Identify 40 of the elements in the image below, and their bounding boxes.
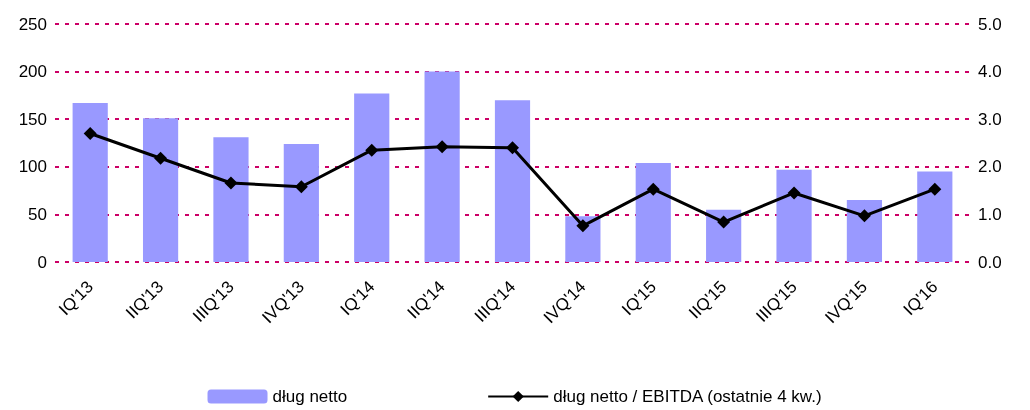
bar [424, 71, 460, 262]
y-tick-label: 50 [28, 204, 47, 224]
bar [354, 93, 390, 262]
point [928, 182, 942, 196]
y2-tick-label: 0.0 [978, 252, 1002, 272]
point [646, 182, 660, 196]
y2-tick-label: 3.0 [978, 109, 1002, 129]
y-tick-label: 150 [18, 109, 47, 129]
bar [776, 169, 812, 262]
legend-label: dług netto [272, 387, 348, 406]
y2-tick-label: 1.0 [978, 204, 1002, 224]
bar [846, 200, 883, 262]
bar [565, 216, 601, 262]
y-tick-label: 250 [18, 14, 47, 34]
y2-tick-label: 5.0 [978, 14, 1002, 34]
bar [72, 103, 108, 262]
bar [635, 162, 671, 262]
point [717, 215, 731, 229]
point [83, 126, 97, 140]
point [506, 141, 519, 155]
bar [917, 171, 953, 262]
bar [213, 137, 249, 262]
point [365, 143, 379, 157]
point [224, 176, 238, 190]
y-tick-label: 200 [18, 62, 47, 82]
point [857, 209, 871, 223]
legend-label: dług netto / EBITDA (ostatnie 4 kw.) [553, 387, 822, 406]
y-tick-label: 100 [18, 157, 47, 177]
point [294, 180, 308, 194]
bar [142, 118, 179, 262]
y2-tick-label: 2.0 [978, 157, 1002, 177]
point [787, 186, 801, 200]
point [154, 151, 168, 165]
bar [283, 143, 319, 262]
bar [494, 100, 531, 262]
y-tick-label: 0 [37, 252, 47, 272]
point [435, 140, 449, 154]
point [576, 219, 590, 233]
y2-tick-label: 4.0 [978, 62, 1002, 82]
bar [706, 209, 742, 262]
